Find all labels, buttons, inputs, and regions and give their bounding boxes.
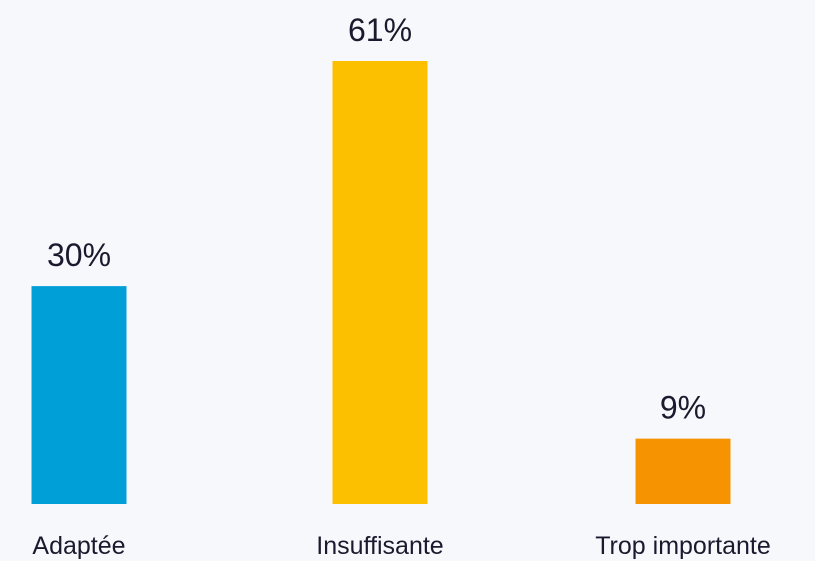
value-label-trop-importante: 9%	[660, 390, 706, 426]
category-label-adaptee: Adaptée	[32, 532, 125, 560]
category-label-insuffisante: Insuffisante	[316, 532, 443, 560]
bar-insuffisante	[332, 61, 428, 504]
value-label-insuffisante: 61%	[348, 12, 412, 48]
value-label-adaptee: 30%	[47, 237, 111, 273]
bars-group	[31, 61, 731, 504]
value-labels-group: 30% 61% 9%	[47, 12, 706, 426]
bar-trop-importante	[635, 438, 731, 504]
category-label-trop-importante: Trop importante	[595, 532, 771, 560]
category-labels-group: Adaptée Insuffisante Trop importante	[32, 532, 770, 560]
bar-adaptee	[31, 286, 127, 504]
